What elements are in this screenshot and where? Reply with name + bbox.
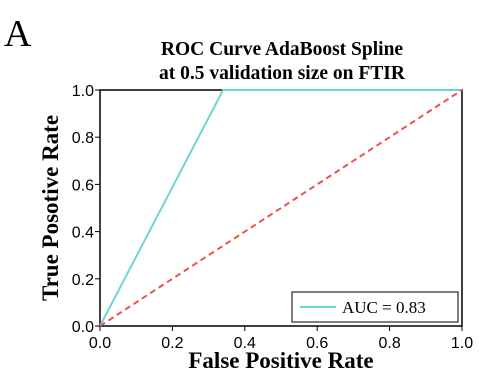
y-axis-label: True Posotive Rate xyxy=(38,115,63,301)
y-tick-label: 0.0 xyxy=(72,319,94,336)
chart-title-line-2: at 0.5 validation size on FTIR xyxy=(159,63,406,84)
y-ticks: 0.0 0.2 0.4 0.6 0.8 1.0 xyxy=(72,83,100,336)
legend-label: AUC = 0.83 xyxy=(342,298,426,317)
series-line-0 xyxy=(99,89,462,327)
y-tick-label: 1.0 xyxy=(72,83,94,100)
series-line-1 xyxy=(99,89,463,327)
y-tick-label: 0.6 xyxy=(72,177,94,194)
legend: AUC = 0.83 xyxy=(291,291,459,323)
x-tick-label: 0.0 xyxy=(89,335,111,352)
x-tick-label: 0.2 xyxy=(161,335,183,352)
plot-area: 0.0 0.2 0.4 0.6 0.8 1.0 0.0 0.2 0.4 0.6 0.8 1.0 AU… xyxy=(72,83,473,352)
x-tick-label: 0.4 xyxy=(234,335,256,352)
x-tick-label: 0.8 xyxy=(378,335,400,352)
x-tick-label: 1.0 xyxy=(451,335,473,352)
y-tick-label: 0.8 xyxy=(72,130,94,147)
series-layer xyxy=(99,89,463,327)
chart-title-line-1: ROC Curve AdaBoost Spline xyxy=(161,39,404,60)
panel-letter: A xyxy=(4,13,32,55)
x-tick-label: 0.6 xyxy=(306,335,328,352)
y-tick-label: 0.4 xyxy=(72,225,94,242)
y-tick-label: 0.2 xyxy=(72,272,94,289)
x-ticks: 0.0 0.2 0.4 0.6 0.8 1.0 xyxy=(89,326,473,352)
x-axis-label: False Positive Rate xyxy=(188,348,373,373)
